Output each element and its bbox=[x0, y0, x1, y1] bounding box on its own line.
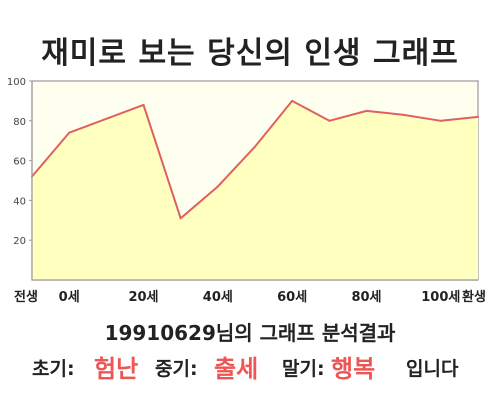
series-area bbox=[32, 100, 478, 281]
x-tick-label: 80세 bbox=[351, 290, 381, 305]
y-tick-label: 100 bbox=[7, 77, 26, 88]
data-point bbox=[365, 109, 368, 112]
chart-title: 재미로 보는 당신의 인생 그래프 bbox=[41, 36, 459, 71]
data-point bbox=[291, 99, 294, 102]
data-point bbox=[142, 103, 145, 106]
result-ending: 입니다 bbox=[406, 358, 459, 380]
y-tick-label: 40 bbox=[13, 196, 26, 207]
data-point bbox=[254, 145, 256, 148]
analysis-title: 19910629님의 그래프 분석결과 bbox=[104, 321, 396, 345]
data-point bbox=[477, 115, 479, 118]
y-tick-label: 80 bbox=[13, 117, 26, 128]
late-label: 말기: bbox=[282, 358, 325, 380]
early-value: 험난 bbox=[94, 355, 139, 383]
x-tick-label: 0세 bbox=[59, 290, 80, 305]
x-tick-label: 20세 bbox=[128, 290, 158, 305]
analysis-result: 초기: 험난 중기: 출세 말기: 행복 입니다 bbox=[0, 346, 500, 386]
x-tick-label: 환생 bbox=[462, 289, 486, 305]
mid-label: 중기: bbox=[155, 358, 198, 380]
y-tick-label: 60 bbox=[13, 157, 26, 168]
early-label: 초기: bbox=[32, 358, 75, 380]
plot-area: 20 40 60 80 100 전생 0세 20세 40세 60세 80세 100세 환생 bbox=[7, 77, 486, 305]
x-tick-label: 100세 bbox=[421, 290, 460, 305]
series-line bbox=[31, 99, 479, 220]
data-point bbox=[328, 119, 331, 122]
data-point bbox=[439, 119, 442, 122]
y-tick-label: 20 bbox=[13, 236, 26, 247]
data-point bbox=[68, 131, 71, 134]
data-point bbox=[216, 185, 219, 188]
x-tick-label: 40세 bbox=[203, 290, 233, 305]
mid-value: 출세 bbox=[214, 355, 259, 383]
x-tick-label: 전생 bbox=[14, 289, 38, 305]
late-value: 행복 bbox=[331, 355, 376, 383]
x-tick-label: 60세 bbox=[277, 290, 307, 305]
data-point bbox=[179, 217, 182, 220]
data-point bbox=[402, 113, 405, 116]
